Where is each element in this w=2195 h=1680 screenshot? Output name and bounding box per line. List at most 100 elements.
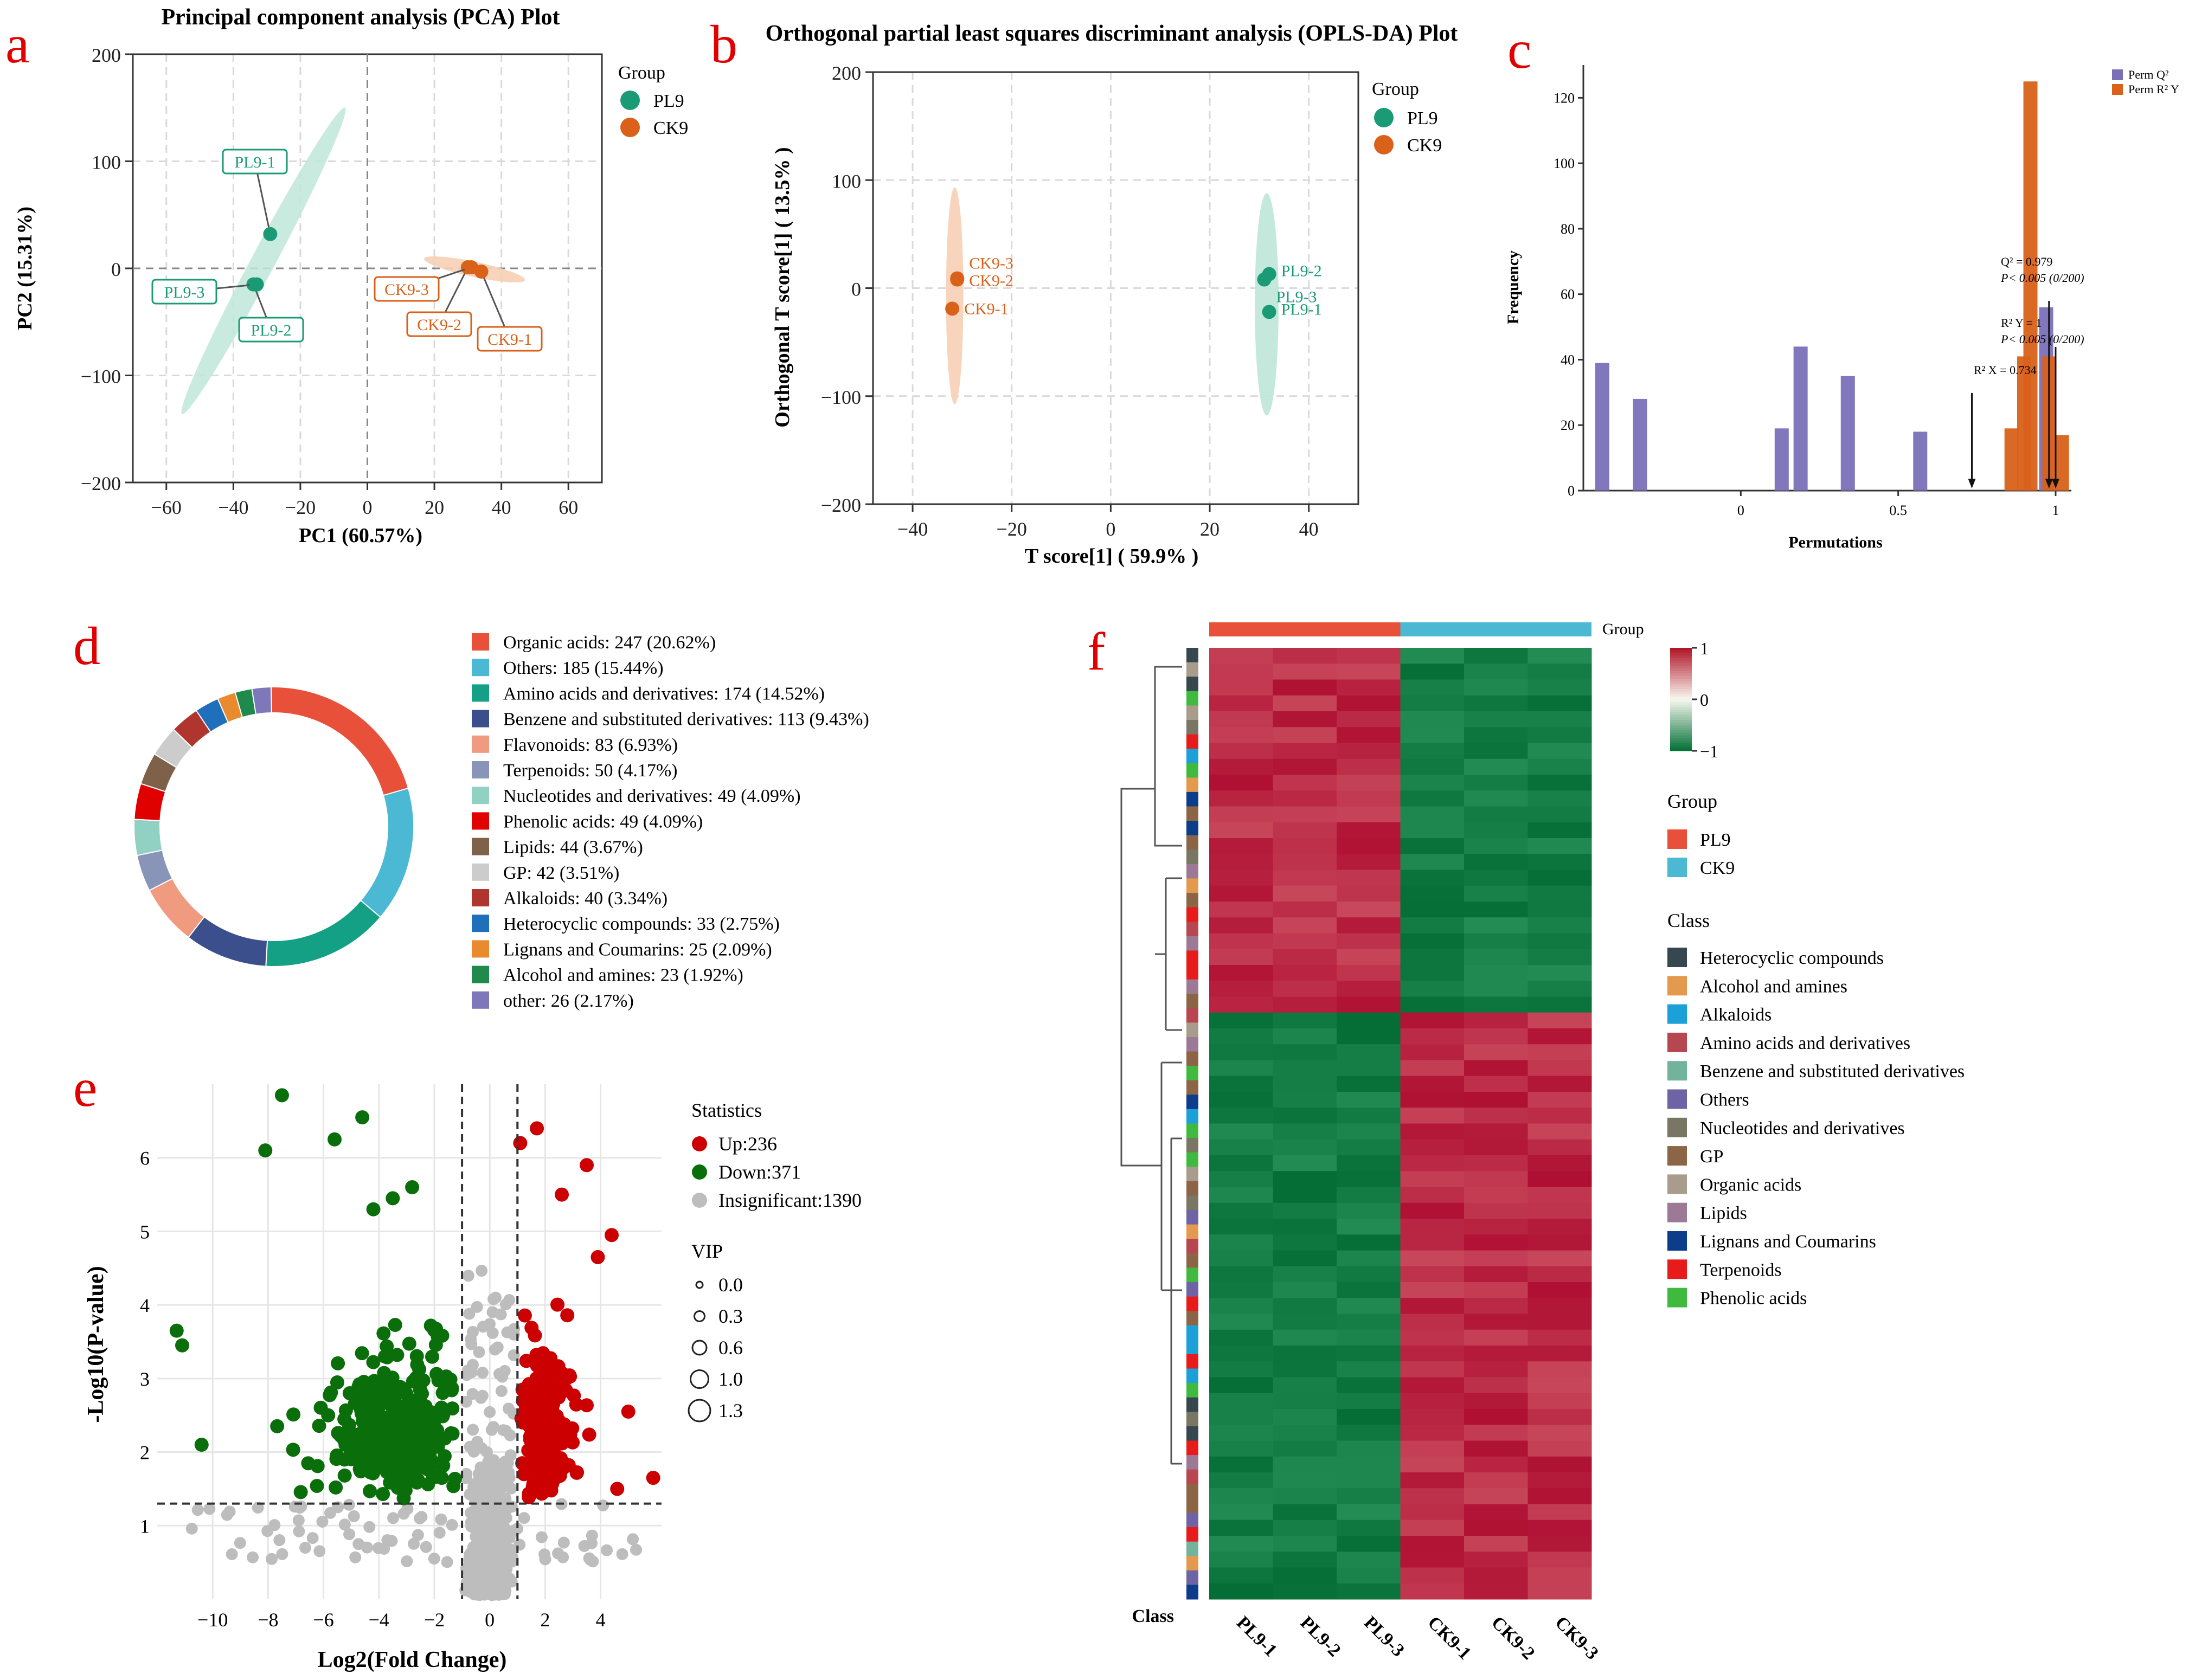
- volcano-point: [440, 1381, 455, 1396]
- heatmap-cell: [1400, 1583, 1465, 1600]
- vip-label: 0.3: [718, 1305, 743, 1327]
- legend-swatch: [472, 633, 489, 651]
- pca-point: [464, 260, 479, 275]
- heatmap-cell: [1273, 664, 1337, 680]
- volcano-point: [471, 1301, 483, 1313]
- heatmap-cell: [1400, 1361, 1465, 1378]
- callout-box: [477, 326, 543, 352]
- legend-swatch: [1667, 1202, 1687, 1222]
- volcano-point: [383, 1398, 398, 1412]
- class-bar-cell: [1186, 677, 1198, 692]
- x-tick-label: 0: [1106, 518, 1115, 540]
- heatmap-cell: [1527, 1250, 1592, 1267]
- heatmap-cell: [1209, 965, 1273, 981]
- volcano-point: [496, 1370, 509, 1383]
- y-tick-label: 200: [832, 62, 861, 84]
- volcano-point: [529, 1348, 544, 1362]
- heatmap-cell: [1464, 1139, 1528, 1156]
- heatmap-cell: [1209, 743, 1273, 759]
- class-bar-cell: [1186, 950, 1198, 965]
- volcano-point: [428, 1553, 440, 1565]
- heatmap-cell: [1527, 1314, 1592, 1330]
- heatmap-cell: [1400, 1488, 1465, 1504]
- legend-label: Benzene and substituted derivatives: 113…: [503, 710, 869, 730]
- heatmap-cell: [1209, 1234, 1273, 1251]
- volcano-point: [293, 1525, 305, 1537]
- heatmap-cell: [1209, 1567, 1273, 1584]
- heatmap-cell: [1464, 1361, 1528, 1378]
- heatmap-cell: [1464, 1076, 1528, 1092]
- heatmap-cell: [1209, 1123, 1273, 1140]
- heatmap-cell: [1337, 1440, 1401, 1457]
- heatmap-cell: [1464, 1346, 1528, 1362]
- class-bar-cell: [1186, 1296, 1198, 1311]
- volcano-point: [388, 1318, 402, 1333]
- heatmap-cell: [1527, 996, 1592, 1013]
- x-tick-label: −6: [313, 1609, 333, 1631]
- callout-label: CK9-3: [384, 281, 429, 299]
- volcano-point: [471, 1436, 484, 1448]
- legend-label: PL9: [653, 91, 684, 111]
- heatmap-cell: [1273, 1012, 1337, 1029]
- legend-label: Terpenoids: [1700, 1260, 1782, 1280]
- vip-label: 0.0: [718, 1274, 743, 1296]
- volcano-point: [518, 1512, 530, 1524]
- volcano-point: [513, 1136, 528, 1150]
- heatmap-cell: [1273, 1346, 1337, 1362]
- volcano-point: [342, 1418, 356, 1432]
- legend-label: Insignificant:1390: [718, 1189, 862, 1211]
- heatmap-cell: [1273, 1187, 1337, 1203]
- volcano-point: [531, 1408, 545, 1422]
- heatmap-cell: [1337, 1250, 1401, 1267]
- heatmap-cell: [1464, 679, 1528, 696]
- y-tick-label: 200: [92, 44, 121, 66]
- heatmap-cell: [1209, 695, 1273, 712]
- heatmap-cell: [1527, 1346, 1592, 1362]
- legend-swatch: [2112, 69, 2123, 80]
- heatmap-cell: [1209, 1536, 1273, 1552]
- heatmap-cell: [1273, 1060, 1337, 1077]
- heatmap-cell: [1337, 838, 1401, 854]
- opls-point: [945, 301, 960, 316]
- heatmap-cell: [1527, 838, 1592, 854]
- heatmap-cell: [1337, 1171, 1401, 1187]
- legend-label: Lignans and Coumarins: 25 (2.09%): [503, 939, 772, 960]
- heatmap-cell: [1209, 1329, 1273, 1346]
- heatmap-cell: [1464, 1044, 1528, 1060]
- volcano-point: [646, 1471, 660, 1485]
- heatmap-cell: [1273, 1139, 1337, 1156]
- legend-swatch: [1667, 1089, 1687, 1109]
- heatmap-cell: [1527, 870, 1592, 886]
- heatmap-cell: [1273, 1536, 1337, 1552]
- volcano-point: [493, 1578, 505, 1590]
- volcano-point: [270, 1419, 285, 1433]
- heatmap-cell: [1209, 1250, 1273, 1267]
- volcano-point: [486, 1589, 498, 1601]
- heatmap-cell: [1337, 1060, 1401, 1077]
- class-bar-cell: [1186, 1585, 1198, 1600]
- heatmap-cell: [1337, 1076, 1401, 1092]
- volcano-point: [343, 1528, 356, 1541]
- legend-label: Down:371: [718, 1161, 801, 1183]
- y-tick-label: 6: [140, 1148, 150, 1169]
- heatmap-cell: [1273, 1456, 1337, 1473]
- x-tick-label: 4: [596, 1609, 606, 1631]
- volcano-point: [361, 1404, 376, 1419]
- volcano-point: [551, 1359, 566, 1374]
- heatmap-cell: [1273, 758, 1337, 775]
- y-tick-label: 5: [140, 1221, 150, 1243]
- heatmap-cell: [1209, 758, 1273, 775]
- legend-swatch: [1667, 1288, 1687, 1308]
- heatmap-cell: [1527, 775, 1592, 791]
- legend-title: Group: [1667, 790, 1717, 812]
- volcano-point: [273, 1534, 286, 1547]
- volcano-point: [502, 1575, 514, 1588]
- heatmap-cell: [1209, 1155, 1273, 1172]
- class-bar-cell: [1186, 864, 1198, 879]
- volcano-point: [524, 1321, 539, 1335]
- volcano-point: [495, 1465, 508, 1477]
- legend-label: CK9: [653, 118, 688, 138]
- heatmap-cell: [1400, 822, 1465, 839]
- legend-swatch: [1667, 1174, 1687, 1194]
- heatmap-cell: [1527, 1298, 1592, 1314]
